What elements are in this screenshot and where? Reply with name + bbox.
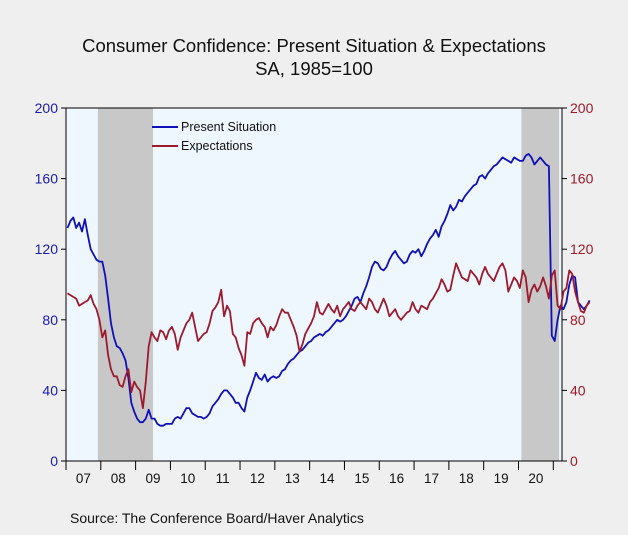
y-left-tick-label: 200: [35, 100, 59, 116]
y-right-tick-label: 160: [570, 171, 594, 187]
x-tick-label: 13: [285, 471, 300, 486]
plot-frame: [65, 107, 563, 462]
y-right-tick-label: 0: [570, 453, 578, 469]
y-right-tick-label: 200: [570, 100, 594, 116]
y-left-tick-label: 0: [50, 453, 58, 469]
y-right-tick-label: 40: [570, 382, 586, 398]
legend-label-expectations: Expectations: [181, 139, 253, 153]
y-left-tick-label: 40: [42, 382, 58, 398]
y-right-tick-label: 120: [570, 241, 594, 257]
legend: Present Situation Expectations: [152, 120, 276, 153]
x-tick-label: 07: [76, 471, 91, 486]
x-tick-label: 16: [389, 471, 404, 486]
x-tick-label: 18: [459, 471, 474, 486]
y-right-tick-label: 80: [570, 312, 586, 328]
x-tick-label: 19: [494, 471, 509, 486]
x-tick-label: 09: [146, 471, 161, 486]
x-tick-label: 08: [111, 471, 126, 486]
chart-subtitle: SA, 1985=100: [255, 58, 373, 79]
legend-label-present-situation: Present Situation: [181, 120, 276, 134]
chart-title: Consumer Confidence: Present Situation &…: [82, 35, 546, 56]
x-tick-label: 17: [424, 471, 439, 486]
x-tick-label: 20: [528, 471, 543, 486]
y-left-tick-label: 120: [35, 241, 59, 257]
x-tick-label: 12: [250, 471, 265, 486]
y-left-tick-label: 80: [42, 312, 58, 328]
series-line-expectations: [67, 262, 591, 410]
series-line-present-situation: [66, 152, 591, 427]
x-tick-label: 15: [354, 471, 369, 486]
x-tick-label: 10: [180, 471, 195, 486]
y-left-tick-label: 160: [35, 171, 59, 187]
x-tick-label: 11: [216, 471, 230, 486]
x-tick-label: 14: [320, 471, 336, 486]
source-note: Source: The Conference Board/Haver Analy…: [70, 510, 364, 526]
